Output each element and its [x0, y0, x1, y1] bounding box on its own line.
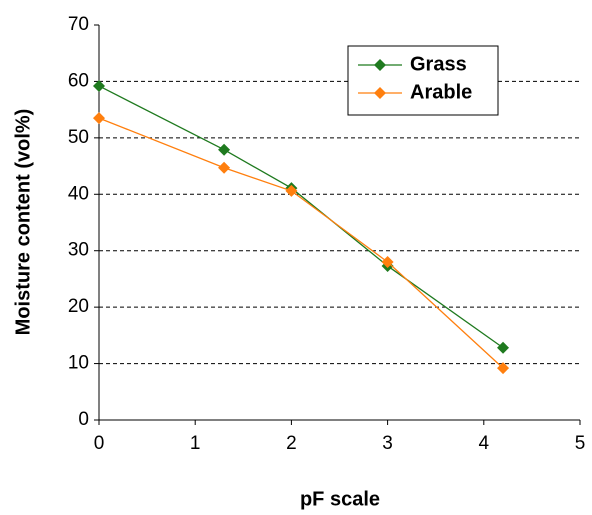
x-tick-label: 3	[382, 433, 393, 454]
y-tick-label: 50	[68, 127, 89, 148]
x-tick-label: 1	[190, 433, 201, 454]
legend-marker	[374, 87, 386, 99]
legend-box	[347, 45, 499, 116]
legend-label: Grass	[410, 53, 467, 75]
y-tick-label: 40	[68, 183, 89, 204]
legend-label: Arable	[410, 81, 472, 103]
x-axis-label: pF scale	[300, 488, 380, 510]
y-tick-label: 30	[68, 240, 89, 261]
y-tick-label: 10	[68, 353, 89, 374]
y-tick-label: 70	[68, 14, 89, 35]
y-axis-label: Moisture content (vol%)	[12, 109, 34, 336]
x-tick-label: 0	[94, 433, 105, 454]
point	[93, 112, 105, 125]
x-tick-label: 2	[286, 433, 297, 454]
legend-marker	[374, 59, 386, 71]
point	[497, 341, 510, 354]
point	[497, 362, 510, 375]
y-tick-label: 60	[68, 70, 89, 91]
series-line	[98, 117, 504, 369]
point	[285, 184, 298, 197]
y-tick-label: 20	[68, 296, 89, 317]
x-tick-label: 4	[479, 433, 490, 454]
point	[218, 143, 231, 156]
point	[218, 161, 231, 174]
series-line	[98, 85, 504, 349]
y-tick-label: 0	[78, 409, 89, 430]
point	[381, 256, 394, 268]
point	[93, 79, 105, 92]
x-tick-label: 5	[575, 433, 586, 454]
